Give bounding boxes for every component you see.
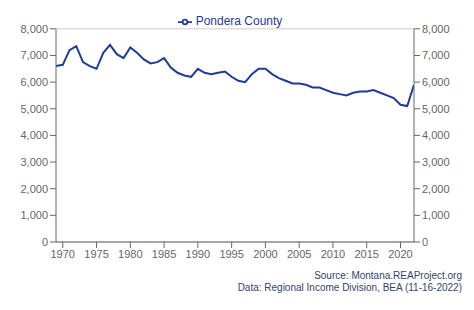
svg-text:1995: 1995	[219, 248, 243, 260]
html-text:Pondera County: Pondera County	[195, 14, 283, 28]
svg-text:6,000: 6,000	[20, 76, 48, 88]
svg-text:4,000: 4,000	[20, 129, 48, 141]
svg-text:1,000: 1,000	[20, 209, 48, 221]
svg-text:0: 0	[42, 236, 48, 248]
svg-text:2000: 2000	[253, 248, 277, 260]
html-text:Source: Montana.REAProject.org: Source: Montana.REAProject.org	[314, 270, 462, 281]
svg-text:1970: 1970	[51, 248, 75, 260]
svg-text:3,000: 3,000	[20, 156, 48, 168]
svg-text:1985: 1985	[152, 248, 176, 260]
svg-text:2015: 2015	[354, 248, 378, 260]
svg-text:3,000: 3,000	[422, 156, 450, 168]
svg-text:0: 0	[422, 236, 428, 248]
svg-text:2,000: 2,000	[20, 183, 48, 195]
svg-text:6,000: 6,000	[422, 76, 450, 88]
svg-text:8,000: 8,000	[20, 23, 48, 35]
svg-text:7,000: 7,000	[422, 49, 450, 61]
svg-text:2020: 2020	[388, 248, 412, 260]
svg-text:8,000: 8,000	[422, 23, 450, 35]
svg-text:2,000: 2,000	[422, 183, 450, 195]
svg-text:1980: 1980	[118, 248, 142, 260]
html-text:Data: Regional Income Division: Data: Regional Income Division, BEA (11-…	[237, 282, 462, 293]
svg-text:7,000: 7,000	[20, 49, 48, 61]
svg-text:1990: 1990	[186, 248, 210, 260]
svg-text:2005: 2005	[287, 248, 311, 260]
svg-text:5,000: 5,000	[422, 103, 450, 115]
svg-text:2010: 2010	[321, 248, 345, 260]
svg-text:4,000: 4,000	[422, 129, 450, 141]
svg-text:5,000: 5,000	[20, 103, 48, 115]
svg-text:1,000: 1,000	[422, 209, 450, 221]
svg-text:1975: 1975	[84, 248, 108, 260]
